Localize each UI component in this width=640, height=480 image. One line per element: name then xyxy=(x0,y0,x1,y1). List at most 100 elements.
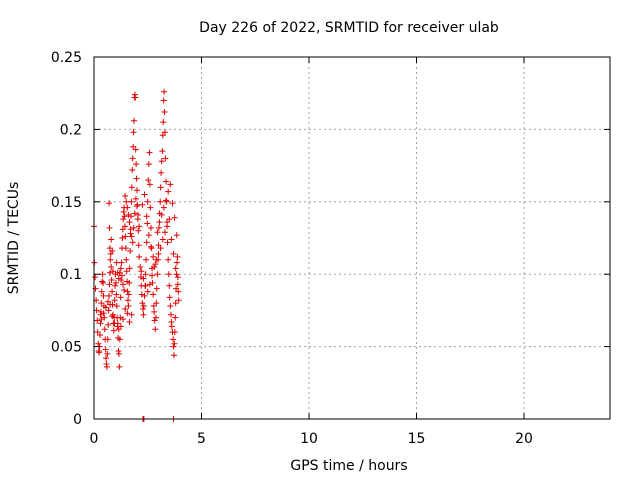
data-point xyxy=(146,181,153,188)
data-point xyxy=(106,224,113,231)
data-point xyxy=(100,310,107,317)
axis-ticks: 0 5 10 15 20 0 0.05 0.1 0.15 0.2 0.25 xyxy=(51,50,610,447)
data-point xyxy=(174,253,181,260)
data-point xyxy=(116,363,123,370)
data-point xyxy=(97,311,104,318)
data-point xyxy=(126,219,133,226)
data-point xyxy=(130,129,137,136)
data-point xyxy=(135,211,142,218)
data-point xyxy=(108,263,115,270)
data-point xyxy=(96,349,103,356)
data-point xyxy=(122,233,129,240)
chart-title: Day 226 of 2022, SRMTID for receiver ula… xyxy=(199,20,499,36)
x-tick-label: 15 xyxy=(408,431,426,447)
data-point xyxy=(166,282,173,289)
data-point xyxy=(129,166,136,173)
data-point xyxy=(136,253,143,260)
data-point xyxy=(123,256,130,263)
y-tick-label: 0.15 xyxy=(51,195,82,211)
data-point xyxy=(158,158,165,165)
data-point xyxy=(117,265,124,272)
data-point xyxy=(109,268,116,275)
data-point xyxy=(117,294,124,301)
data-point xyxy=(175,297,182,304)
data-point xyxy=(122,245,129,252)
data-point xyxy=(164,239,171,246)
data-point xyxy=(141,292,148,299)
x-tick-label: 10 xyxy=(300,431,318,447)
data-point xyxy=(164,223,171,230)
data-point xyxy=(132,94,139,101)
data-point xyxy=(107,301,114,308)
data-point xyxy=(102,304,109,311)
data-point xyxy=(92,274,99,281)
data-point xyxy=(172,314,179,321)
data-point xyxy=(133,175,140,182)
data-point xyxy=(145,161,152,168)
data-point xyxy=(105,321,112,328)
data-point xyxy=(92,285,99,292)
data-point xyxy=(170,250,177,257)
data-point xyxy=(128,184,135,191)
y-tick-label: 0.25 xyxy=(51,50,82,66)
data-points xyxy=(91,88,182,422)
data-point xyxy=(163,198,170,205)
data-point xyxy=(163,178,170,185)
data-point xyxy=(149,279,156,286)
data-point xyxy=(152,261,159,268)
data-point xyxy=(118,272,125,279)
data-point xyxy=(167,181,174,188)
data-point xyxy=(150,303,157,310)
data-point xyxy=(106,269,113,276)
data-point xyxy=(98,300,105,307)
data-point xyxy=(121,213,128,220)
x-axis-label: GPS time / hours xyxy=(290,458,407,474)
data-point xyxy=(157,198,164,205)
data-point xyxy=(146,149,153,156)
data-point xyxy=(151,308,158,315)
data-point xyxy=(109,288,116,295)
data-point xyxy=(168,236,175,243)
data-point xyxy=(108,276,115,283)
data-point xyxy=(167,303,174,310)
data-point xyxy=(135,227,142,234)
data-point xyxy=(111,297,118,304)
data-point xyxy=(132,195,139,202)
data-point xyxy=(114,320,121,327)
data-point xyxy=(112,279,119,286)
data-point xyxy=(95,340,102,347)
data-point xyxy=(119,235,126,241)
data-point xyxy=(117,323,124,330)
data-point xyxy=(152,314,159,321)
data-point xyxy=(173,259,180,266)
data-point xyxy=(99,278,106,285)
y-tick-label: 0 xyxy=(73,412,82,428)
data-point xyxy=(122,305,129,312)
data-point xyxy=(165,256,172,263)
data-point xyxy=(97,320,104,327)
data-point xyxy=(100,279,107,286)
data-point xyxy=(157,184,164,191)
data-point xyxy=(99,271,106,278)
data-point xyxy=(94,317,101,324)
data-point xyxy=(168,323,175,330)
data-point xyxy=(167,311,174,318)
data-point xyxy=(100,292,107,299)
data-point xyxy=(123,268,130,275)
data-point xyxy=(151,263,158,270)
data-point xyxy=(147,224,154,231)
data-point xyxy=(141,191,148,198)
data-point xyxy=(144,198,151,205)
data-point xyxy=(124,297,131,304)
data-point xyxy=(135,242,142,249)
data-point xyxy=(143,239,150,246)
data-point xyxy=(98,288,105,295)
data-point xyxy=(161,109,168,116)
data-point xyxy=(150,291,157,298)
x-tick-label: 0 xyxy=(90,431,99,447)
data-point xyxy=(126,318,133,325)
data-point xyxy=(173,232,180,239)
data-point xyxy=(105,307,112,314)
data-point xyxy=(144,288,151,295)
